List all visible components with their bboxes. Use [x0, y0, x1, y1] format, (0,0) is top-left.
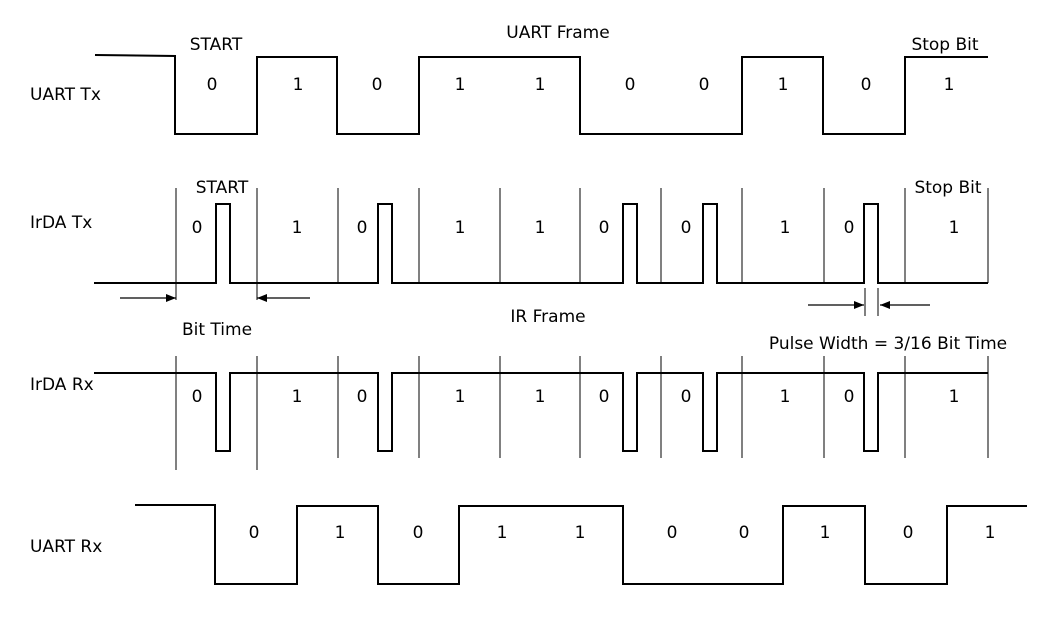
- stop-bit-label-irda: Stop Bit: [914, 178, 981, 198]
- uart-tx-label: UART Tx: [30, 85, 101, 105]
- uart-rx-bit-5: 0: [667, 523, 678, 543]
- uart-rx-bit-1: 1: [335, 523, 346, 543]
- uart-rx-bit-7: 1: [820, 523, 831, 543]
- uart-tx-bit-3: 1: [455, 75, 466, 95]
- irda-rx-bit-1: 1: [292, 387, 303, 407]
- irda-tx-bit-7: 1: [780, 218, 791, 238]
- uart-frame-label: UART Frame: [506, 23, 609, 43]
- irda-tx-bit-6: 0: [681, 218, 692, 238]
- irda-rx-bit-9: 1: [949, 387, 960, 407]
- irda-rx-label: IrDA Rx: [30, 375, 94, 395]
- irda-tx-bit-9: 1: [949, 218, 960, 238]
- irda-tx-bit-8: 0: [844, 218, 855, 238]
- irda-rx-bit-3: 1: [455, 387, 466, 407]
- irda-rx-waveform: [94, 372, 988, 452]
- irda-rx-bit-5: 0: [599, 387, 610, 407]
- uart-rx-bit-2: 0: [413, 523, 424, 543]
- irda-rx-bit-grid: [175, 356, 989, 470]
- uart-tx-bit-8: 0: [861, 75, 872, 95]
- uart-rx-bit-9: 1: [985, 523, 996, 543]
- irda-tx-label: IrDA Tx: [30, 213, 92, 233]
- uart-tx-waveform: [94, 54, 988, 135]
- irda-rx-bit-4: 1: [535, 387, 546, 407]
- irda-rx-bit-6: 0: [681, 387, 692, 407]
- start-label-top: START: [190, 35, 243, 55]
- uart-rx-bit-4: 1: [575, 523, 586, 543]
- bit-value-labels: 0 1 0 1 1 0 0 1 0 1 0 1 0 1 1 0 0 1 0 1 0 1 0 1 1 0 0 1 0 1 0 1 0 1 1 0 0 1 0 1: [192, 75, 996, 543]
- uart-rx-bit-8: 0: [903, 523, 914, 543]
- uart-tx-bit-0: 0: [207, 75, 218, 95]
- uart-rx-label: UART Rx: [30, 537, 102, 557]
- pulse-width-label: Pulse Width = 3/16 Bit Time: [769, 334, 1007, 354]
- uart-tx-bit-1: 1: [293, 75, 304, 95]
- uart-tx-bit-7: 1: [778, 75, 789, 95]
- irda-tx-bit-2: 0: [357, 218, 368, 238]
- irda-rx-bit-7: 1: [780, 387, 791, 407]
- uart-tx-bit-2: 0: [372, 75, 383, 95]
- stop-bit-label-top: Stop Bit: [911, 35, 978, 55]
- irda-rx-bit-2: 0: [357, 387, 368, 407]
- irda-rx-bit-8: 0: [844, 387, 855, 407]
- uart-rx-waveform: [135, 504, 1027, 585]
- irda-tx-bit-5: 0: [599, 218, 610, 238]
- irda-tx-bit-0: 0: [192, 218, 203, 238]
- irda-tx-bit-3: 1: [455, 218, 466, 238]
- uart-rx-bit-3: 1: [497, 523, 508, 543]
- uart-rx-bit-6: 0: [739, 523, 750, 543]
- bit-time-label: Bit Time: [182, 320, 252, 340]
- uart-tx-bit-5: 0: [625, 75, 636, 95]
- start-label-irda: START: [196, 178, 249, 198]
- irda-tx-waveform: [94, 203, 988, 284]
- irda-rx-bit-0: 0: [192, 387, 203, 407]
- ir-frame-label: IR Frame: [510, 307, 585, 327]
- irda-tx-bit-grid: [175, 188, 989, 300]
- irda-tx-bit-4: 1: [535, 218, 546, 238]
- uart-rx-bit-0: 0: [249, 523, 260, 543]
- irda-tx-bit-1: 1: [292, 218, 303, 238]
- uart-tx-bit-6: 0: [699, 75, 710, 95]
- uart-tx-bit-4: 1: [535, 75, 546, 95]
- uart-tx-bit-9: 1: [944, 75, 955, 95]
